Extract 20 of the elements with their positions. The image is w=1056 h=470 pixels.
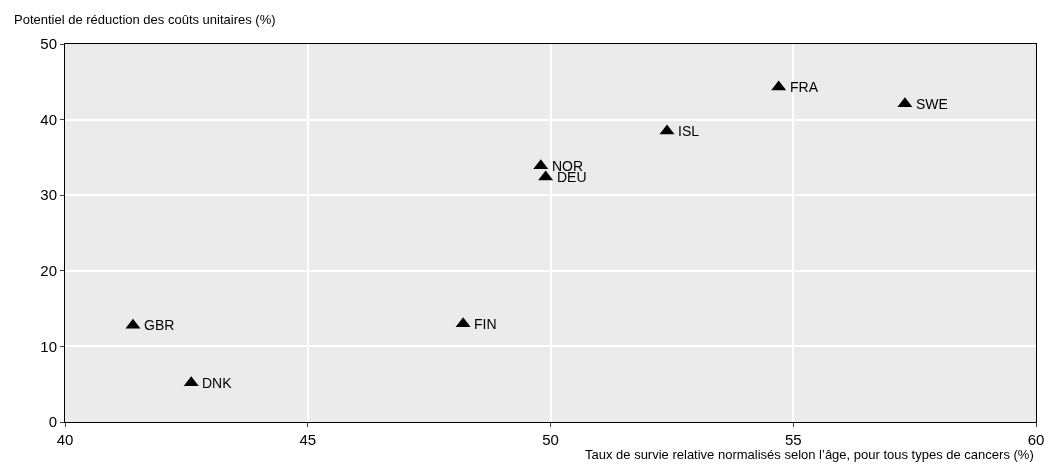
annotation: ISL	[678, 123, 700, 139]
x-axis-title: Taux de survie relative normalisés selon l’âge, pour tous types de cancers (%)	[585, 447, 1034, 462]
annotation: FIN	[474, 316, 497, 332]
y-tick-label: 20	[40, 262, 57, 280]
y-tick-label: 10	[40, 337, 57, 355]
annotation: FRA	[790, 79, 819, 95]
annotation: GBR	[144, 317, 175, 333]
y-tick-label: 30	[40, 186, 57, 204]
annotation: NOR	[552, 158, 584, 174]
x-tick-label: 50	[542, 431, 559, 448]
y-axis-title: Potentiel de réduction des coûts unitaires (%)	[14, 12, 276, 27]
y-tick-label: 40	[40, 110, 57, 128]
x-tick-label: 55	[784, 431, 802, 448]
annotation: DNK	[202, 375, 233, 391]
x-tick-label: 45	[299, 431, 317, 448]
annotation: SWE	[916, 96, 948, 112]
y-tick-label: 0	[48, 413, 57, 431]
x-tick-label: 40	[56, 431, 74, 448]
y-tick-label: 50	[40, 35, 57, 53]
x-tick-label: 60	[1027, 431, 1045, 448]
